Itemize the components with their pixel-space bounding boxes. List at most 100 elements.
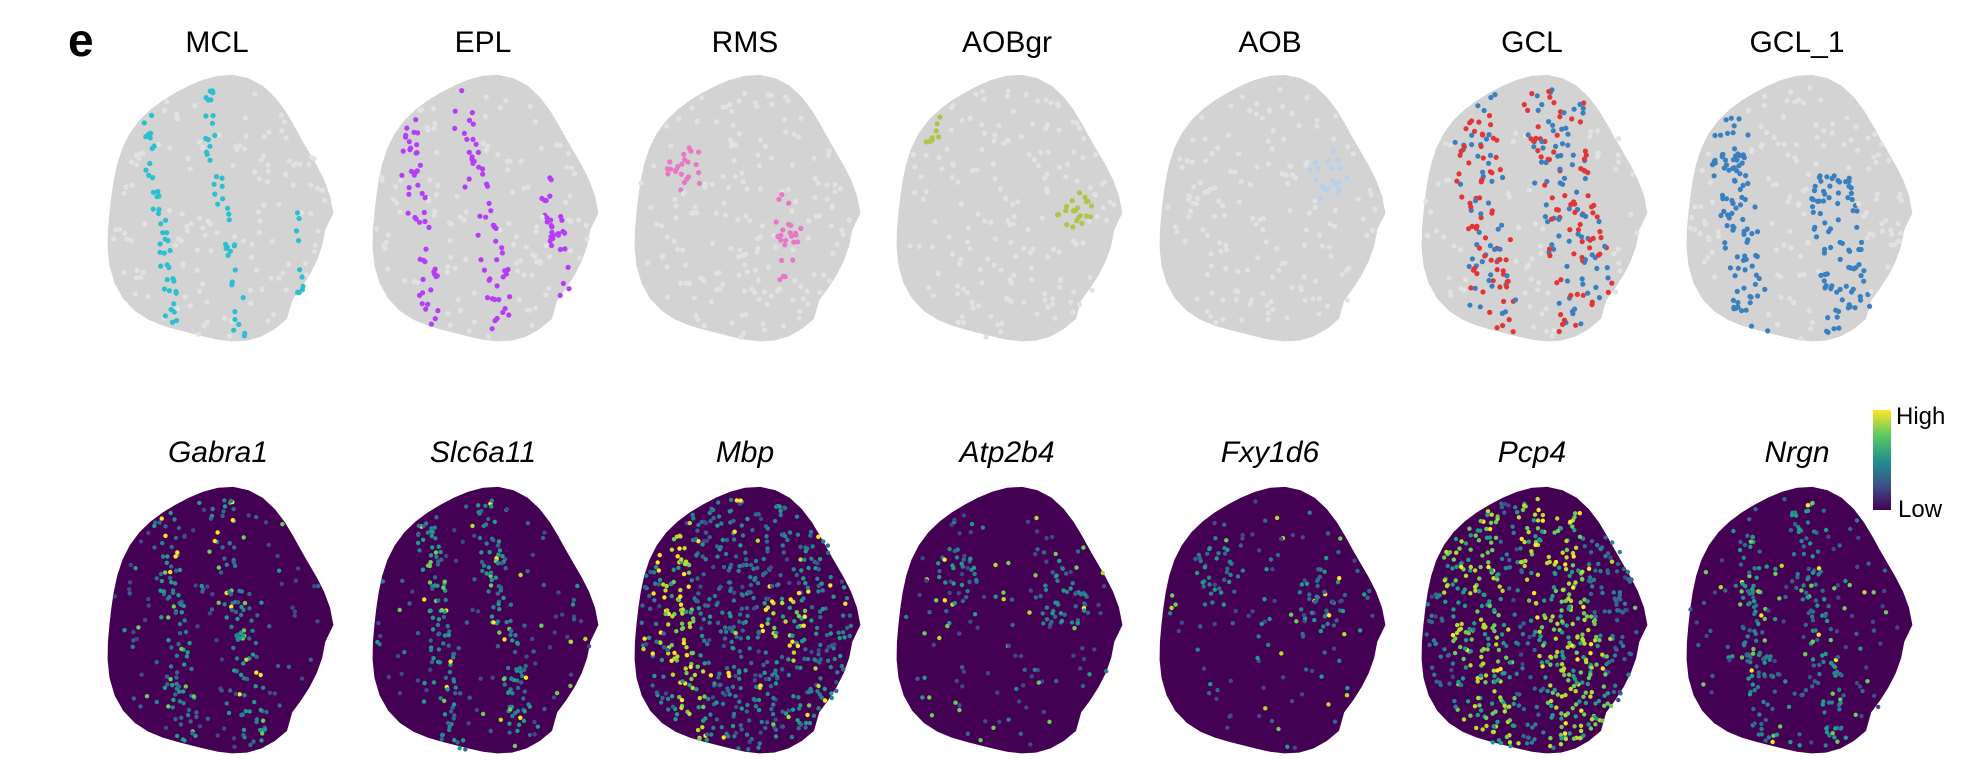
spot bbox=[657, 552, 662, 558]
spot bbox=[1550, 128, 1556, 134]
spot bbox=[1466, 160, 1472, 166]
spot bbox=[286, 158, 292, 164]
spot bbox=[1578, 600, 1583, 605]
spot bbox=[221, 315, 228, 321]
spot bbox=[1350, 151, 1356, 157]
spot bbox=[1337, 576, 1342, 581]
spot bbox=[1531, 324, 1537, 330]
spot bbox=[664, 234, 671, 240]
spot bbox=[1837, 239, 1843, 245]
spot bbox=[196, 215, 202, 221]
spot bbox=[1472, 285, 1478, 291]
spot bbox=[1705, 234, 1711, 241]
spot bbox=[1806, 308, 1812, 314]
spot bbox=[312, 584, 317, 589]
spot bbox=[1712, 157, 1718, 163]
spot bbox=[1555, 207, 1561, 213]
spot bbox=[1075, 549, 1081, 554]
spot bbox=[789, 208, 795, 214]
spot bbox=[723, 551, 729, 557]
spot bbox=[821, 539, 826, 544]
spot bbox=[937, 569, 942, 574]
spot bbox=[922, 675, 927, 680]
spot bbox=[164, 262, 170, 268]
spot bbox=[773, 504, 779, 509]
spot bbox=[1756, 566, 1762, 571]
spot bbox=[1208, 313, 1214, 319]
spot bbox=[1096, 602, 1101, 608]
spot bbox=[243, 708, 248, 714]
spot bbox=[290, 182, 296, 188]
spot bbox=[1480, 155, 1486, 161]
spot bbox=[1513, 258, 1519, 264]
spot bbox=[778, 508, 783, 514]
spot bbox=[400, 578, 405, 584]
spot bbox=[1224, 569, 1230, 575]
spot bbox=[203, 113, 209, 119]
spot bbox=[1577, 119, 1583, 125]
spot bbox=[1433, 641, 1438, 647]
spot bbox=[933, 128, 939, 134]
spot bbox=[824, 632, 830, 638]
spot bbox=[745, 613, 750, 619]
spot bbox=[1198, 180, 1204, 186]
spot bbox=[1043, 587, 1049, 593]
spot bbox=[149, 145, 155, 151]
spot bbox=[765, 549, 770, 554]
spot bbox=[1529, 549, 1534, 554]
spot bbox=[972, 571, 977, 577]
spot bbox=[1450, 661, 1456, 666]
spot bbox=[974, 167, 980, 173]
spot bbox=[949, 161, 956, 167]
spot bbox=[998, 329, 1004, 335]
spot bbox=[1826, 534, 1831, 539]
spot bbox=[399, 172, 405, 178]
spot bbox=[1525, 107, 1531, 113]
spot bbox=[777, 277, 783, 283]
spot bbox=[947, 590, 952, 596]
spot bbox=[451, 651, 457, 657]
spot bbox=[828, 574, 833, 580]
spot bbox=[1015, 199, 1021, 205]
spot bbox=[1582, 168, 1588, 174]
spot bbox=[780, 323, 787, 329]
spot bbox=[207, 549, 212, 554]
spot bbox=[1866, 561, 1871, 566]
spot bbox=[1442, 647, 1447, 652]
spot bbox=[965, 565, 970, 571]
spot bbox=[1841, 141, 1847, 148]
spot bbox=[806, 589, 811, 594]
spot bbox=[1467, 626, 1472, 632]
spot bbox=[647, 593, 652, 598]
spot bbox=[738, 685, 743, 691]
spot bbox=[1567, 519, 1573, 525]
spot bbox=[1716, 234, 1722, 240]
spot bbox=[1822, 246, 1828, 252]
spot bbox=[1801, 544, 1807, 549]
gene-label-fxy1d6: Fxy1d6 bbox=[1221, 436, 1320, 469]
spot bbox=[1775, 272, 1781, 278]
spot bbox=[1883, 217, 1889, 223]
spot bbox=[1490, 278, 1496, 284]
spot bbox=[187, 303, 193, 309]
spot bbox=[802, 557, 807, 562]
spot bbox=[1846, 165, 1852, 171]
spot bbox=[1516, 515, 1522, 520]
spot bbox=[1562, 193, 1568, 199]
spot bbox=[707, 614, 713, 619]
spot bbox=[677, 546, 682, 551]
spot bbox=[930, 293, 936, 299]
spot bbox=[430, 545, 435, 550]
spot bbox=[804, 288, 810, 294]
spot bbox=[1227, 559, 1233, 564]
spot bbox=[1495, 677, 1501, 682]
spot bbox=[1749, 673, 1755, 679]
spot bbox=[1564, 263, 1570, 269]
spot bbox=[687, 711, 692, 717]
spot bbox=[729, 140, 735, 146]
spot bbox=[158, 571, 164, 577]
spot bbox=[399, 671, 404, 677]
spot bbox=[415, 678, 420, 683]
spot bbox=[755, 277, 762, 283]
spot bbox=[1025, 519, 1031, 524]
